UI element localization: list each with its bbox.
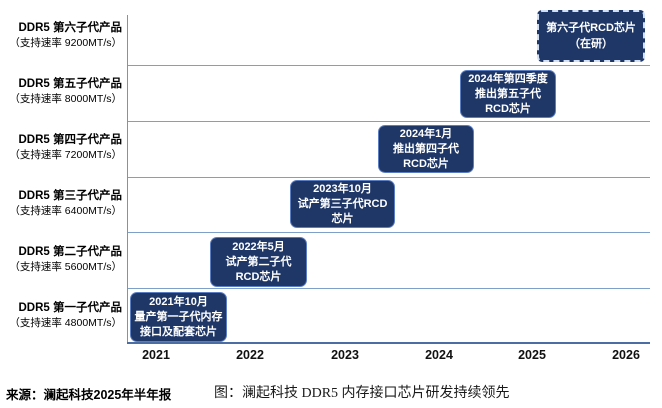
milestone-line: （在研） (569, 38, 613, 50)
row-label-rate: （支持速率 9200MT/s） (9, 37, 122, 49)
milestone-line: 2021年10月 (149, 295, 208, 308)
row-label-gen6: DDR5 第六子代产品 （支持速率 9200MT/s） (0, 8, 122, 64)
y-axis-line (127, 15, 128, 344)
row-label-rate: （支持速率 5600MT/s） (9, 261, 122, 273)
milestone-line: RCD芯片 (403, 157, 449, 170)
milestone-box-gen2: 2022年5月 试产第二子代 RCD芯片 (210, 237, 307, 287)
milestone-line: 芯片 (331, 212, 354, 225)
milestone-line: 量产第一子代内存 (134, 310, 223, 323)
x-tick-2025: 2025 (518, 348, 546, 362)
milestone-line: 2022年5月 (232, 240, 285, 253)
milestone-box-gen3: 2023年10月 试产第三子代RCD 芯片 (290, 180, 395, 228)
milestone-line: 试产第三子代RCD (297, 197, 388, 210)
row-label-gen4: DDR5 第四子代产品 （支持速率 7200MT/s） (0, 120, 122, 176)
row-label-product: DDR5 第六子代产品 (18, 22, 122, 34)
milestone-line: RCD芯片 (485, 102, 531, 115)
row-label-product: DDR5 第四子代产品 (18, 134, 122, 146)
row-separator-line (128, 121, 650, 122)
x-tick-2021: 2021 (142, 348, 170, 362)
source-note: 来源：澜起科技2025年半年报 (6, 388, 172, 402)
milestone-line: 试产第二子代 (225, 255, 292, 268)
row-separator-line (128, 65, 650, 66)
row-label-product: DDR5 第五子代产品 (18, 78, 122, 90)
row-label-gen1: DDR5 第一子代产品 （支持速率 4800MT/s） (0, 288, 122, 344)
milestone-line: 2023年10月 (313, 182, 372, 195)
row-label-rate: （支持速率 4800MT/s） (9, 317, 122, 329)
milestone-line: 第六子代RCD芯片 (546, 22, 636, 34)
row-label-gen5: DDR5 第五子代产品 （支持速率 8000MT/s） (0, 64, 122, 120)
milestone-line: 接口及配套芯片 (140, 325, 217, 338)
milestone-box-gen4: 2024年1月 推出第四子代 RCD芯片 (378, 125, 474, 173)
milestone-line: 推出第四子代 (393, 142, 459, 155)
row-label-rate: （支持速率 7200MT/s） (9, 149, 122, 161)
row-label-product: DDR5 第三子代产品 (18, 190, 122, 202)
x-tick-2023: 2023 (331, 348, 359, 362)
row-label-rate: （支持速率 8000MT/s） (9, 93, 122, 105)
milestone-line: 2024年1月 (399, 127, 453, 140)
x-tick-2026: 2026 (612, 348, 640, 362)
milestone-box-gen5: 2024年第四季度 推出第五子代 RCD芯片 (460, 70, 556, 118)
milestone-line: RCD芯片 (235, 270, 282, 283)
x-tick-2022: 2022 (236, 348, 264, 362)
row-label-gen3: DDR5 第三子代产品 （支持速率 6400MT/s） (0, 176, 122, 232)
milestone-box-gen1: 2021年10月 量产第一子代内存 接口及配套芯片 (130, 292, 227, 342)
row-separator-line (128, 232, 650, 233)
row-label-rate: （支持速率 6400MT/s） (9, 205, 122, 217)
x-tick-2024: 2024 (425, 348, 453, 362)
row-separator-line (128, 177, 650, 178)
row-label-gen2: DDR5 第二子代产品 （支持速率 5600MT/s） (0, 232, 122, 288)
milestone-line: 2024年第四季度 (468, 72, 548, 85)
milestone-box-gen6-in-development: 第六子代RCD芯片 （在研） (537, 10, 645, 62)
x-axis-line (127, 342, 650, 344)
row-separator-line (128, 288, 650, 289)
milestone-line: 推出第五子代 (475, 87, 541, 100)
figure-caption: 图：澜起科技 DDR5 内存接口芯片研发持续领先 (214, 386, 510, 401)
row-label-product: DDR5 第一子代产品 (18, 302, 122, 314)
row-label-product: DDR5 第二子代产品 (18, 246, 122, 258)
